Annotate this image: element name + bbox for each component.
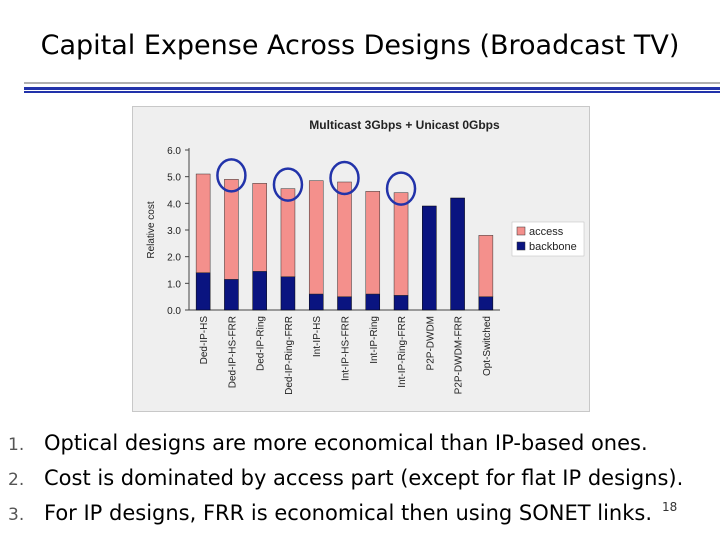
bar-backbone <box>422 206 436 310</box>
bar-backbone <box>338 297 352 310</box>
bullet-text: Optical designs are more economical than… <box>44 431 648 455</box>
y-tick-label: 6.0 <box>167 146 181 157</box>
bullet-text: For IP designs, FRR is economical then u… <box>44 501 652 525</box>
bullet-number: 1. <box>8 428 44 463</box>
bar-backbone <box>394 295 408 310</box>
bullet-list: 1. Optical designs are more economical th… <box>8 426 683 531</box>
chart-title: Multicast 3Gbps + Unicast 0Gbps <box>309 118 500 132</box>
bar-access <box>338 182 352 297</box>
x-tick-label: Ded-IP-Ring <box>256 316 267 371</box>
bar-access <box>309 181 323 294</box>
x-tick-label: P2P-DWDM-FRR <box>454 316 465 394</box>
x-tick-label: Int-IP-Ring-FRR <box>397 316 408 388</box>
x-tick-label: Int-IP-HS <box>312 316 323 357</box>
x-tick-label: Ded-IP-Ring-FRR <box>284 316 295 395</box>
legend-label: backbone <box>529 241 577 253</box>
y-tick-label: 4.0 <box>167 199 181 210</box>
bar-backbone <box>253 271 267 310</box>
bullet-number: 2. <box>8 463 44 498</box>
bar-backbone <box>451 198 465 310</box>
legend-swatch <box>517 242 525 250</box>
x-tick-label: Ded-IP-HS-FRR <box>227 316 238 388</box>
bar-access <box>253 183 267 271</box>
x-tick-label: P2P-DWDM <box>425 316 436 370</box>
page-number: 18 <box>662 500 677 514</box>
bar-access <box>366 191 380 294</box>
bullet-item: 1. Optical designs are more economical th… <box>8 426 683 461</box>
bullet-item: 2. Cost is dominated by access part (exce… <box>8 461 683 496</box>
bar-backbone <box>281 277 295 310</box>
y-tick-label: 2.0 <box>167 253 181 264</box>
y-axis-label: Relative cost <box>146 201 157 258</box>
bullet-item: 3. For IP designs, FRR is economical then… <box>8 496 683 531</box>
bullet-number: 3. <box>8 498 44 533</box>
bar-backbone <box>309 294 323 310</box>
bar-access <box>394 193 408 296</box>
bar-access <box>196 174 210 273</box>
bar-backbone <box>196 273 210 310</box>
legend-label: access <box>529 226 564 238</box>
x-tick-label: Ded-IP-HS <box>199 316 210 365</box>
legend-swatch <box>517 227 525 235</box>
bar-backbone <box>366 294 380 310</box>
bar-backbone <box>224 279 238 310</box>
y-tick-label: 5.0 <box>167 173 181 184</box>
bar-access <box>224 179 238 279</box>
y-tick-label: 0.0 <box>167 306 181 317</box>
bullet-text: Cost is dominated by access part (except… <box>44 466 683 490</box>
x-tick-label: Opt-Switched <box>482 316 493 376</box>
x-tick-label: Int-IP-HS-FRR <box>341 316 352 381</box>
y-tick-label: 3.0 <box>167 226 181 237</box>
x-tick-label: Int-IP-Ring <box>369 316 380 364</box>
bar-access <box>479 235 493 296</box>
bar-backbone <box>479 297 493 310</box>
y-tick-label: 1.0 <box>167 279 181 290</box>
